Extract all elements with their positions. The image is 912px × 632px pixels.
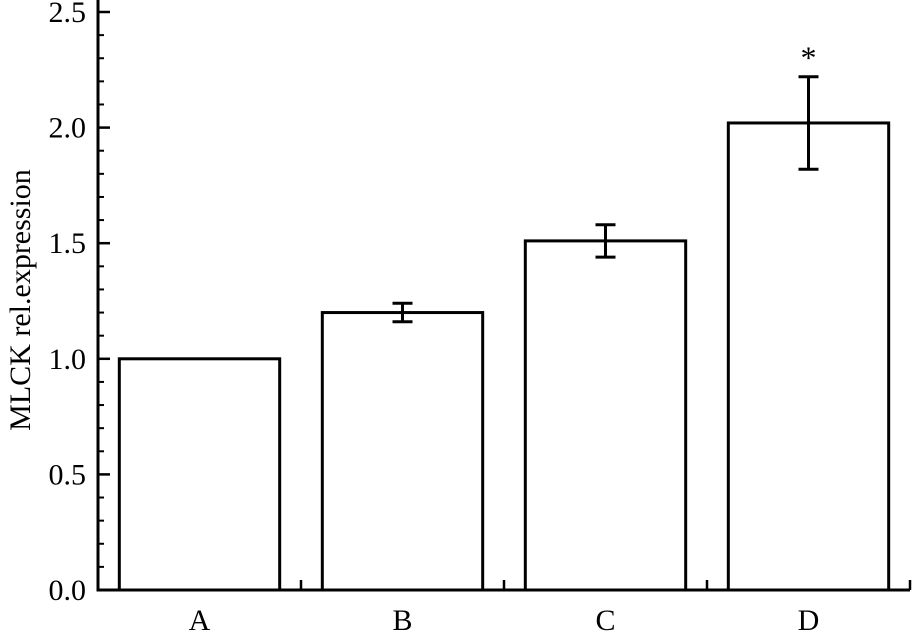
bar-c	[523, 239, 688, 592]
error-bar-b	[392, 301, 413, 324]
bar-d	[726, 121, 891, 592]
x-tick-label: D	[798, 604, 820, 632]
y-tick-label: 2.5	[49, 0, 87, 29]
y-axis-title: MLCK rel.expression	[4, 169, 37, 431]
error-bar-c	[595, 223, 616, 259]
y-tick-label: 1.5	[49, 227, 87, 260]
x-tick-label: C	[595, 604, 615, 632]
y-tick-label: 1.0	[49, 343, 87, 376]
significance-marker: *	[801, 40, 817, 76]
y-tick-label: 0.0	[49, 574, 87, 607]
y-tick-label: 0.5	[49, 458, 87, 491]
x-tick-label: A	[189, 604, 211, 632]
bar-b	[320, 311, 485, 592]
error-bar-d	[798, 75, 819, 171]
bar-a	[117, 357, 282, 592]
x-tick-label: B	[392, 604, 412, 632]
y-tick-label: 2.0	[49, 112, 87, 145]
